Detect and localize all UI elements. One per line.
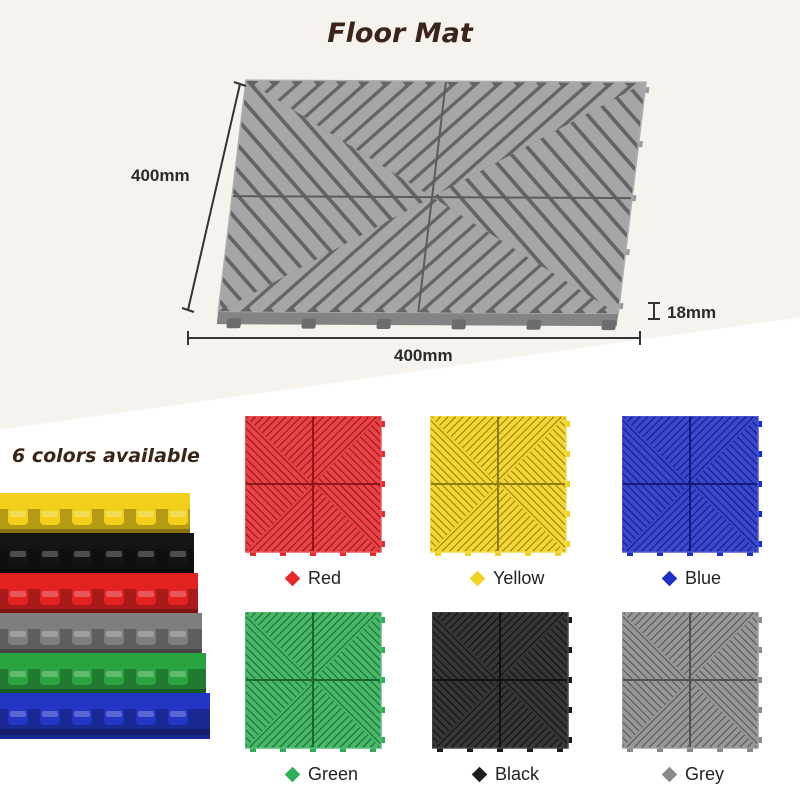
color-diamond-icon — [469, 570, 486, 587]
swatch-grey — [622, 612, 762, 752]
bottom-dimension-label: 400mm — [394, 346, 453, 365]
swatch-tile-pattern — [245, 416, 385, 556]
swatch-label-red: Red — [284, 568, 487, 589]
swatch-tile-pattern — [622, 612, 762, 752]
swatch-tile-pattern — [432, 612, 572, 752]
swatch-name: Red — [308, 568, 342, 588]
swatch-label-green: Green — [284, 764, 487, 785]
swatch-red — [245, 416, 385, 556]
color-diamond-icon — [284, 766, 301, 783]
main-tile-pattern — [217, 79, 650, 319]
stack-layer — [0, 693, 210, 739]
swatch-blue — [622, 416, 762, 556]
color-diamond-icon — [471, 766, 488, 783]
swatch-black — [432, 612, 572, 752]
swatch-tile-pattern — [622, 416, 762, 556]
stack-layer — [0, 613, 202, 659]
swatch-name: Black — [495, 764, 540, 784]
side-dimension-label: 400mm — [131, 166, 190, 185]
main-tile-image — [216, 79, 650, 331]
swatch-label-grey: Grey — [661, 764, 800, 785]
thickness-dimension-label: 18mm — [667, 303, 717, 322]
swatch-label-black: Black — [471, 764, 674, 785]
color-diamond-icon — [661, 766, 678, 783]
swatch-label-blue: Blue — [661, 568, 800, 589]
stack-layer — [0, 493, 190, 539]
swatch-tile-pattern — [430, 416, 570, 556]
stacked-tiles-image — [0, 493, 210, 739]
color-diamond-icon — [284, 570, 301, 587]
stack-layer — [0, 573, 198, 619]
stack-layer — [0, 533, 194, 579]
swatch-name: Green — [308, 764, 359, 784]
swatch-yellow — [430, 416, 570, 556]
swatch-name: Blue — [685, 568, 722, 588]
colors-heading: 6 colors available — [12, 445, 200, 467]
swatch-label-yellow: Yellow — [469, 568, 672, 589]
color-diamond-icon — [661, 570, 678, 587]
swatch-green — [245, 612, 385, 752]
swatch-tile-pattern — [245, 612, 385, 752]
stack-layer — [0, 653, 206, 699]
swatch-name: Yellow — [493, 568, 545, 588]
page-title: Floor Mat — [327, 18, 473, 49]
swatch-name: Grey — [685, 764, 725, 784]
